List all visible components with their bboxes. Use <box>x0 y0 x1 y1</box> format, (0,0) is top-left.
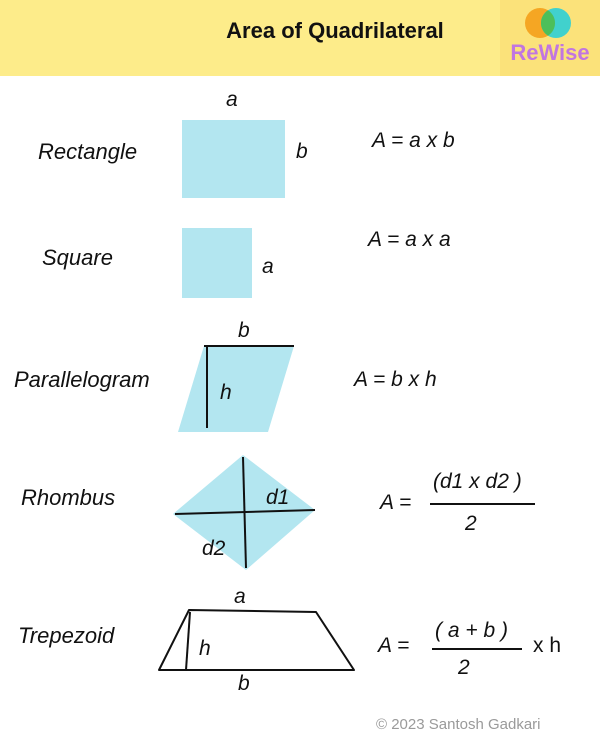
rhombus-diagonal-d2 <box>242 456 247 569</box>
trapezoid-fraction-bar <box>432 648 522 650</box>
trapezoid-formula-suffix: x h <box>533 634 562 657</box>
rhombus-formula-lhs: A = <box>380 491 412 514</box>
rectangle-label: Rectangle <box>38 139 138 164</box>
page-title: Area of Quadrilateral <box>226 18 444 43</box>
logo: ReWise <box>500 0 600 76</box>
square-label: Square <box>42 245 113 270</box>
rectangle-side-a: a <box>226 88 238 111</box>
rectangle-formula: A = a x b <box>372 129 455 152</box>
trapezoid-height-h: h <box>199 637 211 660</box>
rhombus-formula-denominator: 2 <box>465 512 477 535</box>
parallelogram-label: Parallelogram <box>14 367 150 392</box>
parallelogram-height-h: h <box>220 381 232 404</box>
rhombus-d2-label: d2 <box>202 537 226 560</box>
trapezoid-bottom-b: b <box>238 672 250 695</box>
trapezoid-formula-denominator: 2 <box>458 656 470 679</box>
logo-text: ReWise <box>510 40 590 65</box>
trapezoid-shape <box>158 609 355 671</box>
square-side-a: a <box>262 255 274 278</box>
rectangle-shape <box>182 120 285 198</box>
logo-circles-icon <box>525 8 571 38</box>
parallelogram-shape <box>178 346 294 432</box>
rhombus-d1-label: d1 <box>266 486 290 509</box>
trapezoid-label: Trepezoid <box>18 623 115 648</box>
trapezoid-formula-lhs: A = <box>378 634 410 657</box>
square-formula: A = a x a <box>368 228 451 251</box>
parallelogram-formula: A = b x h <box>354 368 437 391</box>
trapezoid-top-a: a <box>234 585 246 608</box>
square-shape <box>182 228 252 298</box>
copyright-text: © 2023 Santosh Gadkari <box>376 716 541 733</box>
parallelogram-base-b: b <box>238 319 250 342</box>
rhombus-formula-numerator: (d1 x d2 ) <box>433 470 522 493</box>
rhombus-label: Rhombus <box>21 485 116 510</box>
rhombus-fraction-bar <box>430 503 535 505</box>
trapezoid-formula-numerator: ( a + b ) <box>435 619 508 642</box>
trapezoid-height-line <box>185 611 191 671</box>
rectangle-side-b: b <box>296 140 308 163</box>
